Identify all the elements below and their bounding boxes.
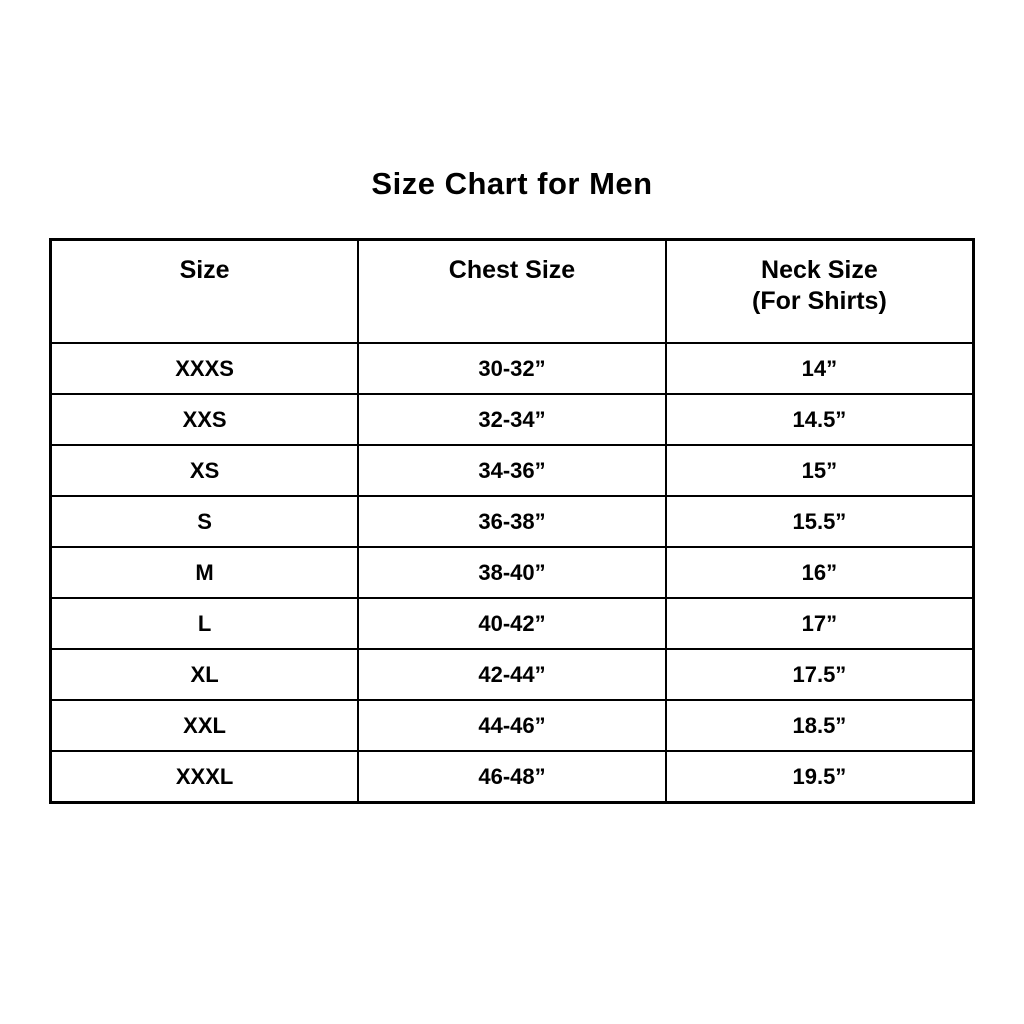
table-row: XXXS 30-32” 14” <box>49 342 975 395</box>
cell-chest: 38-40” <box>357 546 667 599</box>
cell-neck: 18.5” <box>664 699 975 752</box>
cell-size: M <box>49 546 360 599</box>
cell-neck: 19.5” <box>664 750 975 804</box>
cell-neck: 17” <box>664 597 975 650</box>
header-chest-label: Chest Size <box>448 256 576 284</box>
cell-chest: 44-46” <box>357 699 667 752</box>
table-row: M 38-40” 16” <box>49 546 975 599</box>
page-title: Size Chart for Men <box>371 166 653 201</box>
cell-chest: 46-48” <box>357 750 667 804</box>
cell-size: L <box>49 597 360 650</box>
cell-neck: 17.5” <box>664 648 975 701</box>
table-row: S 36-38” 15.5” <box>49 495 975 548</box>
cell-size: S <box>49 495 360 548</box>
cell-size: XXXS <box>49 342 360 395</box>
cell-neck: 16” <box>664 546 975 599</box>
cell-chest: 40-42” <box>357 597 667 650</box>
cell-chest: 36-38” <box>357 495 667 548</box>
table-row: XXS 32-34” 14.5” <box>49 393 975 446</box>
size-chart-table: Size Chest Size Neck Size (For Shirts) X… <box>49 238 975 804</box>
cell-neck: 15.5” <box>664 495 975 548</box>
cell-size: XXL <box>49 699 360 752</box>
header-size-label: Size <box>179 256 230 284</box>
cell-neck: 15” <box>664 444 975 497</box>
table-row: XXXL 46-48” 19.5” <box>49 750 975 804</box>
table-row: L 40-42” 17” <box>49 597 975 650</box>
cell-size: XS <box>49 444 360 497</box>
cell-neck: 14” <box>664 342 975 395</box>
column-header-chest-size: Chest Size <box>357 238 667 344</box>
column-header-size: Size <box>49 238 360 344</box>
header-row: Size Chest Size Neck Size (For Shirts) <box>49 238 975 344</box>
cell-size: XXXL <box>49 750 360 804</box>
header-neck-sublabel: (For Shirts) <box>752 287 887 315</box>
header-neck-label: Neck Size <box>761 256 878 284</box>
cell-chest: 42-44” <box>357 648 667 701</box>
table-row: XL 42-44” 17.5” <box>49 648 975 701</box>
cell-size: XXS <box>49 393 360 446</box>
column-header-neck-size: Neck Size (For Shirts) <box>664 238 975 344</box>
cell-chest: 30-32” <box>357 342 667 395</box>
table-row: XXL 44-46” 18.5” <box>49 699 975 752</box>
cell-chest: 32-34” <box>357 393 667 446</box>
cell-size: XL <box>49 648 360 701</box>
table-row: XS 34-36” 15” <box>49 444 975 497</box>
cell-chest: 34-36” <box>357 444 667 497</box>
cell-neck: 14.5” <box>664 393 975 446</box>
